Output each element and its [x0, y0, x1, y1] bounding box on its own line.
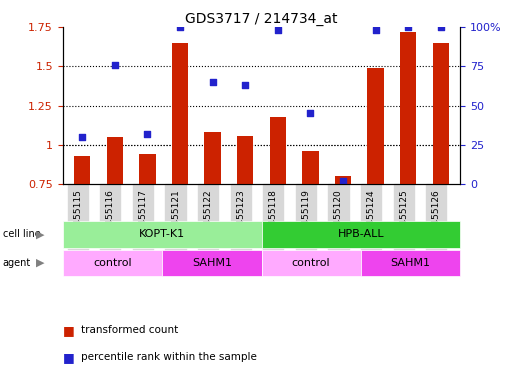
- Text: cell line: cell line: [3, 229, 40, 239]
- Point: [437, 24, 445, 30]
- Point: [111, 61, 119, 68]
- Text: SAHM1: SAHM1: [192, 258, 232, 268]
- Text: ■: ■: [63, 324, 74, 337]
- Bar: [172, 43, 188, 184]
- Text: control: control: [93, 258, 132, 268]
- Bar: [237, 136, 253, 184]
- Point: [143, 131, 152, 137]
- Bar: [335, 177, 351, 184]
- Point: [404, 24, 412, 30]
- Bar: [74, 156, 90, 184]
- Point: [176, 24, 184, 30]
- Bar: [367, 68, 384, 184]
- Text: SAHM1: SAHM1: [391, 258, 430, 268]
- Bar: [302, 151, 319, 184]
- Point: [209, 79, 217, 85]
- Bar: [433, 43, 449, 184]
- Text: control: control: [292, 258, 331, 268]
- Point: [371, 27, 380, 33]
- Point: [339, 178, 347, 184]
- Bar: [107, 137, 123, 184]
- Text: HPB-ALL: HPB-ALL: [337, 229, 384, 239]
- Text: ▶: ▶: [36, 258, 44, 268]
- Text: KOPT-K1: KOPT-K1: [139, 229, 185, 239]
- Bar: [270, 117, 286, 184]
- Point: [306, 111, 314, 117]
- Text: percentile rank within the sample: percentile rank within the sample: [81, 352, 257, 362]
- Bar: [400, 31, 416, 184]
- Point: [78, 134, 86, 140]
- Bar: [139, 154, 156, 184]
- Text: agent: agent: [3, 258, 31, 268]
- Point: [241, 82, 249, 88]
- Point: [274, 27, 282, 33]
- Text: GDS3717 / 214734_at: GDS3717 / 214734_at: [185, 12, 338, 25]
- Bar: [204, 132, 221, 184]
- Text: ▶: ▶: [36, 229, 44, 239]
- Text: ■: ■: [63, 351, 74, 364]
- Text: transformed count: transformed count: [81, 325, 178, 335]
